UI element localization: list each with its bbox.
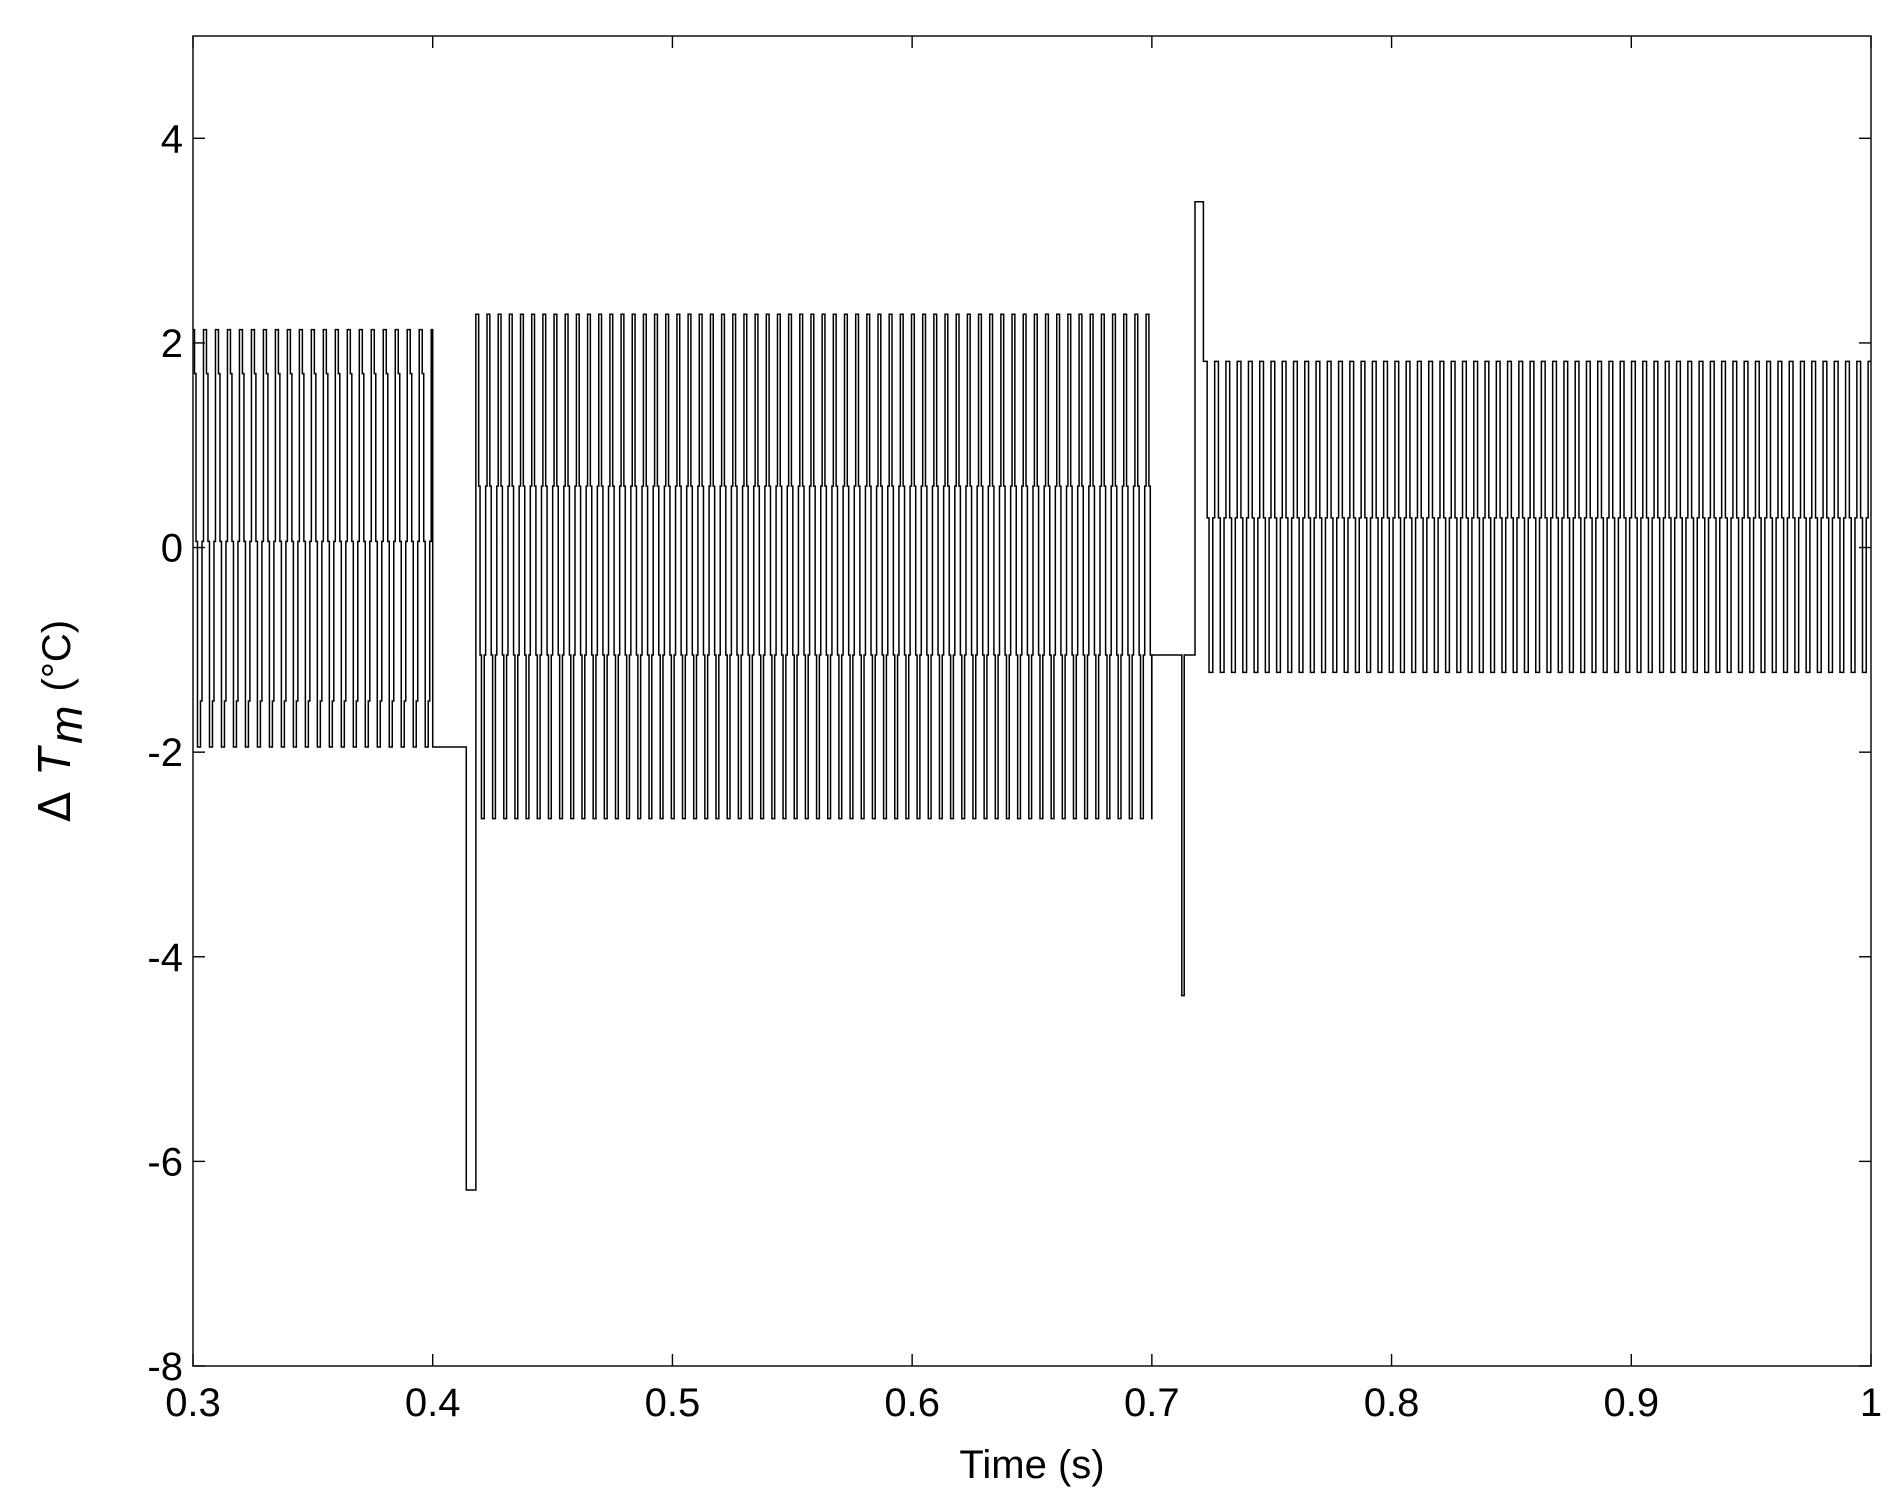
x-tick-label: 0.5 <box>645 1381 701 1425</box>
x-tick-labels: 0.3 0.4 0.5 0.6 0.7 0.8 0.9 1 <box>165 1381 1882 1425</box>
y-tick-label: 0 <box>161 527 183 571</box>
y-axis-label: Δ T m (°C) <box>28 620 92 822</box>
x-tick-label: 0.8 <box>1364 1381 1420 1425</box>
y-tick-labels: -8 -6 -4 -2 0 2 4 <box>147 117 183 1389</box>
x-tick-label: 0.3 <box>165 1381 221 1425</box>
x-tick-label: 0.7 <box>1124 1381 1180 1425</box>
y-axis-label-unit: (°C) <box>35 620 79 692</box>
x-tick-label: 0.9 <box>1603 1381 1659 1425</box>
y-tick-label: -2 <box>147 731 183 775</box>
y-tick-label: 4 <box>161 117 183 161</box>
y-tick-label: -4 <box>147 936 183 980</box>
series-line <box>193 200 1871 1191</box>
y-tick-label: -6 <box>147 1140 183 1184</box>
y-tick-label: 2 <box>161 322 183 366</box>
x-tick-label: 0.6 <box>884 1381 940 1425</box>
y-axis-label-variable: T <box>28 745 80 776</box>
tick-marks <box>192 36 1872 1367</box>
y-tick-label: -8 <box>147 1345 183 1389</box>
x-axis-label: Time (s) <box>959 1443 1104 1487</box>
axes-box <box>192 35 1872 1367</box>
svg-text:Δ T m (°C): Δ T m (°C) <box>28 620 92 822</box>
x-tick-label: 0.4 <box>405 1381 461 1425</box>
y-axis-label-subscript: m <box>40 705 92 743</box>
x-tick-label: 1 <box>1860 1381 1882 1425</box>
y-axis-label-symbol: Δ <box>30 792 81 822</box>
